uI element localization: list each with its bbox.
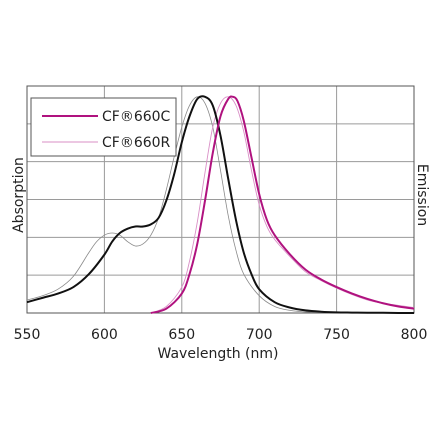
plot-frame: [26, 85, 415, 314]
x-tick-label: 550: [14, 327, 41, 343]
y-axis-label-right: Emission: [414, 164, 430, 226]
y-axis-label-left: Absorption: [11, 157, 27, 233]
legend-label-660r: CF®660R: [102, 135, 171, 151]
x-tick-label: 600: [91, 327, 118, 343]
x-tick-label: 800: [401, 327, 428, 343]
x-tick-label: 700: [246, 327, 273, 343]
x-tick-label: 750: [323, 327, 350, 343]
legend-box: [30, 97, 177, 157]
series-line-660c-absorption: [26, 95, 415, 315]
legend-label-660c: CF®660C: [102, 109, 171, 125]
series-line-660c-emission: [150, 95, 415, 314]
x-axis-label: Wavelength (nm): [158, 346, 279, 362]
series-line-660r-absorption: [26, 96, 415, 314]
legend: CF®660C CF®660R: [30, 97, 177, 157]
x-tick-labels: 550 600 650 700 750 800: [14, 327, 428, 343]
series-line-660r-emission: [150, 96, 415, 314]
x-tick-label: 650: [168, 327, 195, 343]
series-layer: [26, 95, 415, 315]
